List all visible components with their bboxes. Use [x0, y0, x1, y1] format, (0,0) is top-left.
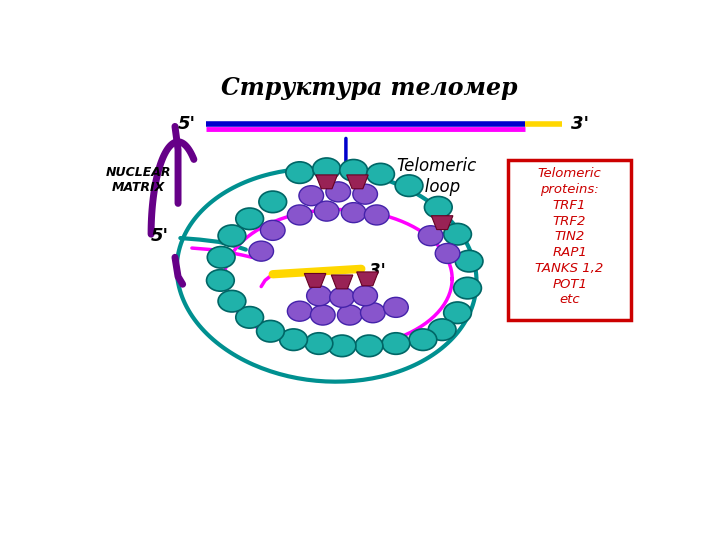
- Ellipse shape: [454, 278, 482, 299]
- Ellipse shape: [235, 208, 264, 230]
- Ellipse shape: [341, 202, 366, 222]
- Ellipse shape: [428, 319, 456, 340]
- Text: NUCLEAR
MATRIX: NUCLEAR MATRIX: [105, 166, 171, 194]
- Text: 3': 3': [571, 115, 589, 133]
- Ellipse shape: [409, 329, 437, 350]
- Ellipse shape: [207, 269, 234, 291]
- Ellipse shape: [328, 335, 356, 356]
- Ellipse shape: [207, 247, 235, 268]
- Text: etc: etc: [559, 293, 580, 307]
- Ellipse shape: [315, 201, 339, 221]
- Ellipse shape: [249, 241, 274, 261]
- Text: TANKS 1,2: TANKS 1,2: [536, 262, 603, 275]
- Ellipse shape: [330, 287, 354, 307]
- Ellipse shape: [395, 175, 423, 197]
- Ellipse shape: [455, 251, 483, 272]
- Ellipse shape: [305, 333, 333, 354]
- Ellipse shape: [353, 286, 377, 306]
- Ellipse shape: [287, 205, 312, 225]
- Text: RAP1: RAP1: [552, 246, 587, 259]
- Text: POT1: POT1: [552, 278, 587, 291]
- Ellipse shape: [235, 307, 264, 328]
- Ellipse shape: [287, 301, 312, 321]
- Ellipse shape: [286, 162, 314, 184]
- Ellipse shape: [444, 302, 472, 323]
- Text: Telomeric
t loop: Telomeric t loop: [396, 157, 476, 196]
- Ellipse shape: [307, 286, 331, 306]
- Polygon shape: [431, 215, 453, 230]
- Ellipse shape: [366, 164, 395, 185]
- Ellipse shape: [364, 205, 389, 225]
- Text: Структура теломер: Структура теломер: [221, 76, 517, 100]
- Ellipse shape: [418, 226, 443, 246]
- Text: TRF1: TRF1: [553, 199, 586, 212]
- Ellipse shape: [355, 335, 383, 356]
- Ellipse shape: [279, 329, 307, 350]
- Polygon shape: [356, 272, 378, 286]
- Ellipse shape: [435, 244, 460, 264]
- Text: 5': 5': [150, 227, 168, 245]
- Ellipse shape: [218, 291, 246, 312]
- Text: TIN2: TIN2: [554, 231, 585, 244]
- Text: proteins:: proteins:: [540, 183, 599, 196]
- Ellipse shape: [312, 158, 341, 179]
- Text: 3': 3': [369, 262, 386, 280]
- Ellipse shape: [444, 224, 472, 245]
- Text: Telomeric: Telomeric: [538, 167, 601, 180]
- Ellipse shape: [340, 159, 367, 181]
- Ellipse shape: [299, 186, 323, 206]
- Ellipse shape: [218, 225, 246, 247]
- Polygon shape: [346, 175, 368, 189]
- Ellipse shape: [425, 197, 452, 218]
- FancyBboxPatch shape: [508, 159, 631, 320]
- Ellipse shape: [326, 182, 351, 202]
- Ellipse shape: [353, 184, 377, 204]
- Ellipse shape: [382, 333, 410, 354]
- Text: TRF2: TRF2: [553, 214, 586, 227]
- Ellipse shape: [338, 305, 362, 325]
- Text: 5': 5': [178, 115, 196, 133]
- Polygon shape: [305, 273, 326, 287]
- Ellipse shape: [384, 298, 408, 318]
- Ellipse shape: [361, 303, 385, 323]
- Ellipse shape: [310, 305, 335, 325]
- Ellipse shape: [261, 220, 285, 240]
- Polygon shape: [316, 175, 338, 189]
- Ellipse shape: [259, 191, 287, 213]
- Polygon shape: [331, 275, 353, 289]
- Ellipse shape: [256, 320, 284, 342]
